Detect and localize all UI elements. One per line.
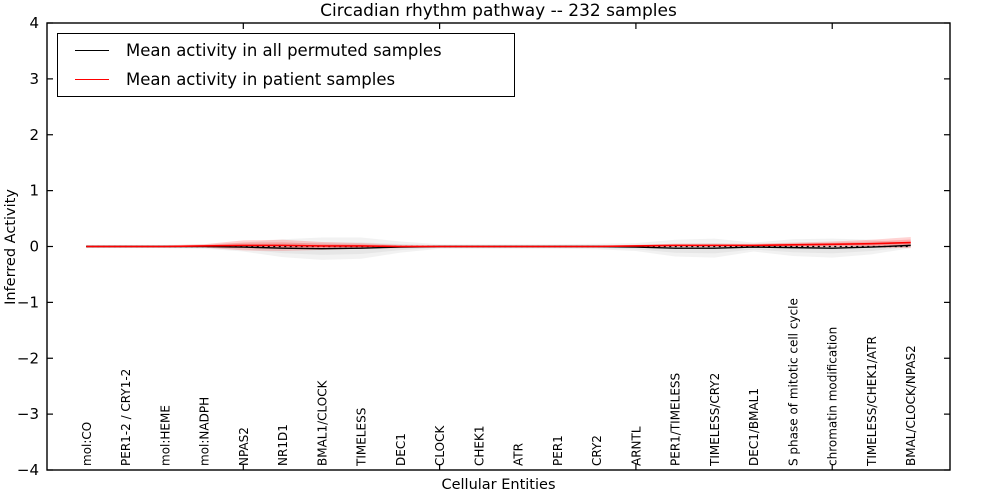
x-category-label: CRY2	[590, 435, 604, 466]
x-category-label: BMAL1/CLOCK	[315, 379, 329, 466]
y-tick-label: 1	[29, 182, 39, 200]
patient-sample-spread	[86, 237, 911, 251]
x-category-label: TIMELESS	[355, 408, 369, 467]
legend-item-patient: Mean activity in patient samples	[75, 69, 514, 91]
y-tick-label: −1	[17, 293, 39, 311]
x-category-label: TIMELESS/CRY2	[708, 373, 722, 467]
x-category-label: S phase of mitotic cell cycle	[786, 298, 800, 466]
legend-label: Mean activity in all permuted samples	[126, 41, 442, 60]
x-category-label: ARNTL	[629, 426, 643, 466]
y-axis-label-wrap: Inferred Activity	[0, 23, 25, 470]
y-tick-label: −4	[17, 461, 39, 479]
x-category-label: mol:NADPH	[198, 397, 212, 466]
x-category-label: CHEK1	[472, 426, 486, 467]
legend-box: Mean activity in all permuted samples Mea…	[57, 33, 515, 97]
x-category-label: ATR	[512, 443, 526, 466]
patient-mean-line	[86, 241, 911, 248]
x-category-label: PER1/TIMELESS	[669, 373, 683, 466]
x-axis-label: Cellular Entities	[441, 477, 556, 493]
x-category-label: BMAL/CLOCK/NPAS2	[904, 345, 918, 466]
x-category-label: TIMELESS/CHEK1/ATR	[865, 336, 879, 467]
permuted-sample-spread	[86, 237, 911, 260]
legend-line-sample	[75, 50, 109, 51]
y-tick-label: 3	[29, 70, 39, 88]
y-tick-label: 4	[29, 14, 39, 32]
x-category-label: CLOCK	[433, 425, 447, 466]
x-category-label: NPAS2	[237, 427, 251, 466]
legend-line-sample	[75, 79, 109, 80]
y-tick-label: −2	[17, 349, 39, 367]
x-category-label: PER1-2 / CRY1-2	[119, 369, 133, 466]
legend-item-permuted: Mean activity in all permuted samples	[75, 40, 514, 62]
x-category-label: PER1	[551, 435, 565, 466]
x-category-label: chromatin modification	[826, 327, 840, 466]
x-category-label: DEC1	[394, 433, 408, 466]
y-tick-label: −3	[17, 405, 39, 423]
y-tick-label: 2	[29, 126, 39, 144]
y-tick-label: 0	[29, 238, 39, 256]
legend-label: Mean activity in patient samples	[126, 70, 396, 89]
x-category-label: DEC1/BMAL1	[747, 388, 761, 466]
chart-title: Circadian rhythm pathway -- 232 samples	[320, 1, 677, 21]
x-category-label: mol:HEME	[158, 405, 172, 466]
x-category-label: mol:CO	[80, 422, 94, 466]
x-category-label: NR1D1	[276, 424, 290, 466]
y-axis-label: Inferred Activity	[3, 188, 19, 305]
